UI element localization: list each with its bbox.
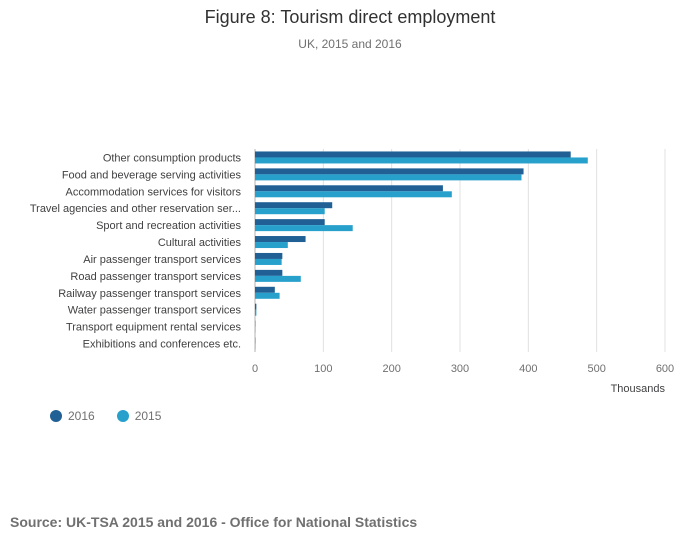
category-label: Exhibitions and conferences etc. xyxy=(83,339,241,351)
bar-2015[interactable] xyxy=(255,275,301,282)
category-labels: Other consumption products Food and bever… xyxy=(30,152,242,350)
x-axis-title: Thousands xyxy=(611,383,666,395)
bars xyxy=(255,151,588,350)
bar-chart: Other consumption products Food and bever… xyxy=(30,149,674,395)
chart-subtitle: UK, 2015 and 2016 xyxy=(298,37,402,51)
category-label: Transport equipment rental services xyxy=(66,322,242,334)
category-label: Food and beverage serving activities xyxy=(62,169,242,181)
source-note: Source: UK-TSA 2015 and 2016 - Office fo… xyxy=(10,514,418,530)
x-tick-label: 200 xyxy=(382,363,400,375)
legend-marker-2016 xyxy=(50,410,62,422)
legend: 2016 2015 xyxy=(50,409,161,423)
bar-2015[interactable] xyxy=(255,225,353,232)
category-label: Travel agencies and other reservation se… xyxy=(30,203,241,215)
x-tick-labels: 0 100 200 300 400 500 600 xyxy=(252,363,674,375)
category-label: Sport and recreation activities xyxy=(96,220,241,232)
bar-2016[interactable] xyxy=(255,202,333,209)
category-label: Air passenger transport services xyxy=(83,254,241,266)
x-tick-label: 300 xyxy=(451,363,469,375)
bar-2015[interactable] xyxy=(255,174,522,181)
category-label: Railway passenger transport services xyxy=(58,288,241,300)
x-tick-label: 0 xyxy=(252,363,258,375)
x-tick-label: 400 xyxy=(519,363,537,375)
x-tick-label: 100 xyxy=(314,363,332,375)
legend-label-2016: 2016 xyxy=(68,409,95,423)
category-label: Accommodation services for visitors xyxy=(66,186,242,198)
legend-marker-2015 xyxy=(116,410,129,422)
bar-2015[interactable] xyxy=(255,258,282,265)
category-label: Other consumption products xyxy=(103,152,242,164)
legend-item-2015[interactable]: 2015 xyxy=(116,409,162,423)
x-tick-label: 500 xyxy=(587,363,605,375)
bar-2016[interactable] xyxy=(255,236,306,243)
category-label: Cultural activities xyxy=(158,237,242,249)
x-tick-label: 600 xyxy=(656,363,674,375)
bar-2016[interactable] xyxy=(255,185,443,192)
bar-2015[interactable] xyxy=(255,242,288,249)
legend-item-2016[interactable]: 2016 xyxy=(50,409,95,423)
bar-2016[interactable] xyxy=(255,269,283,276)
category-label: Water passenger transport services xyxy=(68,305,242,317)
bar-2015[interactable] xyxy=(255,157,588,164)
bar-2015[interactable] xyxy=(255,292,280,299)
bar-2016[interactable] xyxy=(255,303,257,310)
bar-2016[interactable] xyxy=(255,168,524,175)
category-label: Road passenger transport services xyxy=(70,271,241,283)
bar-2016[interactable] xyxy=(255,252,283,259)
bar-2015[interactable] xyxy=(255,191,452,198)
legend-label-2015: 2015 xyxy=(134,409,162,423)
bar-2016[interactable] xyxy=(255,219,325,226)
bar-2015[interactable] xyxy=(255,208,325,215)
gridlines xyxy=(254,149,666,352)
bar-2015[interactable] xyxy=(255,309,257,316)
bar-2016[interactable] xyxy=(255,151,571,158)
bar-2016[interactable] xyxy=(255,286,275,293)
chart-title: Figure 8: Tourism direct employment xyxy=(204,7,496,27)
